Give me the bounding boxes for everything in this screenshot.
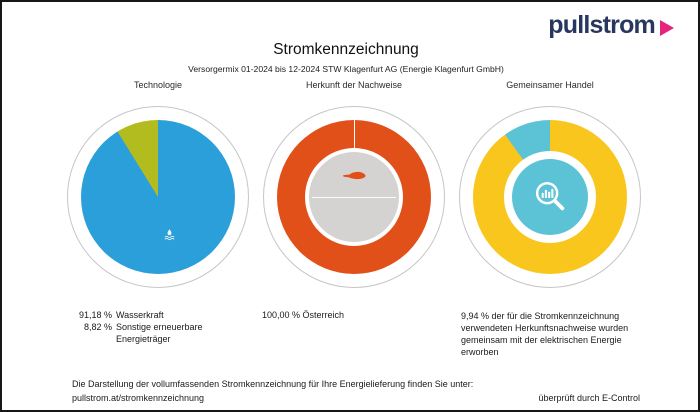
segment-divider-line bbox=[353, 120, 355, 149]
legend-row-wasserkraft: 91,18 % Wasserkraft bbox=[72, 310, 216, 322]
hydro-icon bbox=[164, 229, 175, 241]
magnifier-chart-icon bbox=[535, 181, 565, 211]
technologie-pie bbox=[81, 120, 235, 274]
legend-value: 91,18 % bbox=[78, 310, 112, 320]
footer-url-link[interactable]: pullstrom.at/stromkennzeichnung bbox=[72, 393, 205, 403]
donut-hole-border bbox=[305, 148, 403, 246]
chart-technologie-title: Technologie bbox=[133, 80, 183, 90]
herkunft-donut bbox=[277, 120, 431, 274]
chart-handel-outer-ring bbox=[459, 106, 641, 288]
technologie-legend: 91,18 % Wasserkraft 8,82 % Sonstige erne… bbox=[72, 310, 216, 346]
page-title: Stromkennzeichnung bbox=[273, 41, 419, 58]
legend-value: 8,82 % bbox=[83, 321, 112, 332]
chart-herkunft-outer-ring bbox=[263, 106, 445, 288]
legend-row-sonstige: 8,82 % Sonstige erneuerbare Energieträge… bbox=[72, 322, 216, 346]
donut-hole-border bbox=[504, 151, 596, 243]
pullstrom-logo: pullstrom bbox=[548, 11, 674, 40]
legend-label: Wasserkraft bbox=[116, 310, 164, 320]
footer-note: Die Darstellung der vollumfassenden Stro… bbox=[72, 379, 474, 389]
chart-herkunft-title: Herkunft der Nachweise bbox=[305, 80, 403, 90]
austria-map-icon bbox=[343, 171, 366, 180]
handel-description: 9,94 % der für die Stromkennzeichnung ve… bbox=[461, 311, 629, 358]
equator-line bbox=[312, 196, 396, 198]
legend-value: 100,00 % bbox=[262, 310, 301, 320]
play-triangle-icon bbox=[660, 20, 674, 36]
chart-handel-title: Gemeinsamer Handel bbox=[506, 80, 594, 90]
legend-label: Sonstige erneuerbare Energieträger bbox=[116, 321, 203, 344]
page-subtitle: Versorgermix 01-2024 bis 12-2024 STW Kla… bbox=[188, 64, 504, 74]
chart-herkunft: Herkunft der Nachweise bbox=[256, 80, 452, 294]
verified-by-label: überprüft durch E-Control bbox=[538, 393, 640, 403]
chart-technologie-outer-ring bbox=[67, 106, 249, 288]
legend-label: Österreich bbox=[302, 310, 345, 320]
handel-donut bbox=[473, 120, 627, 274]
donut-center-disc bbox=[309, 152, 399, 242]
chart-handel: Gemeinsamer Handel bbox=[452, 80, 648, 294]
pullstrom-logo-text: pullstrom bbox=[548, 11, 656, 39]
herkunft-legend: 100,00 % Österreich bbox=[262, 310, 344, 320]
chart-technologie: Technologie bbox=[60, 80, 256, 294]
donut-center-disc bbox=[512, 159, 588, 235]
